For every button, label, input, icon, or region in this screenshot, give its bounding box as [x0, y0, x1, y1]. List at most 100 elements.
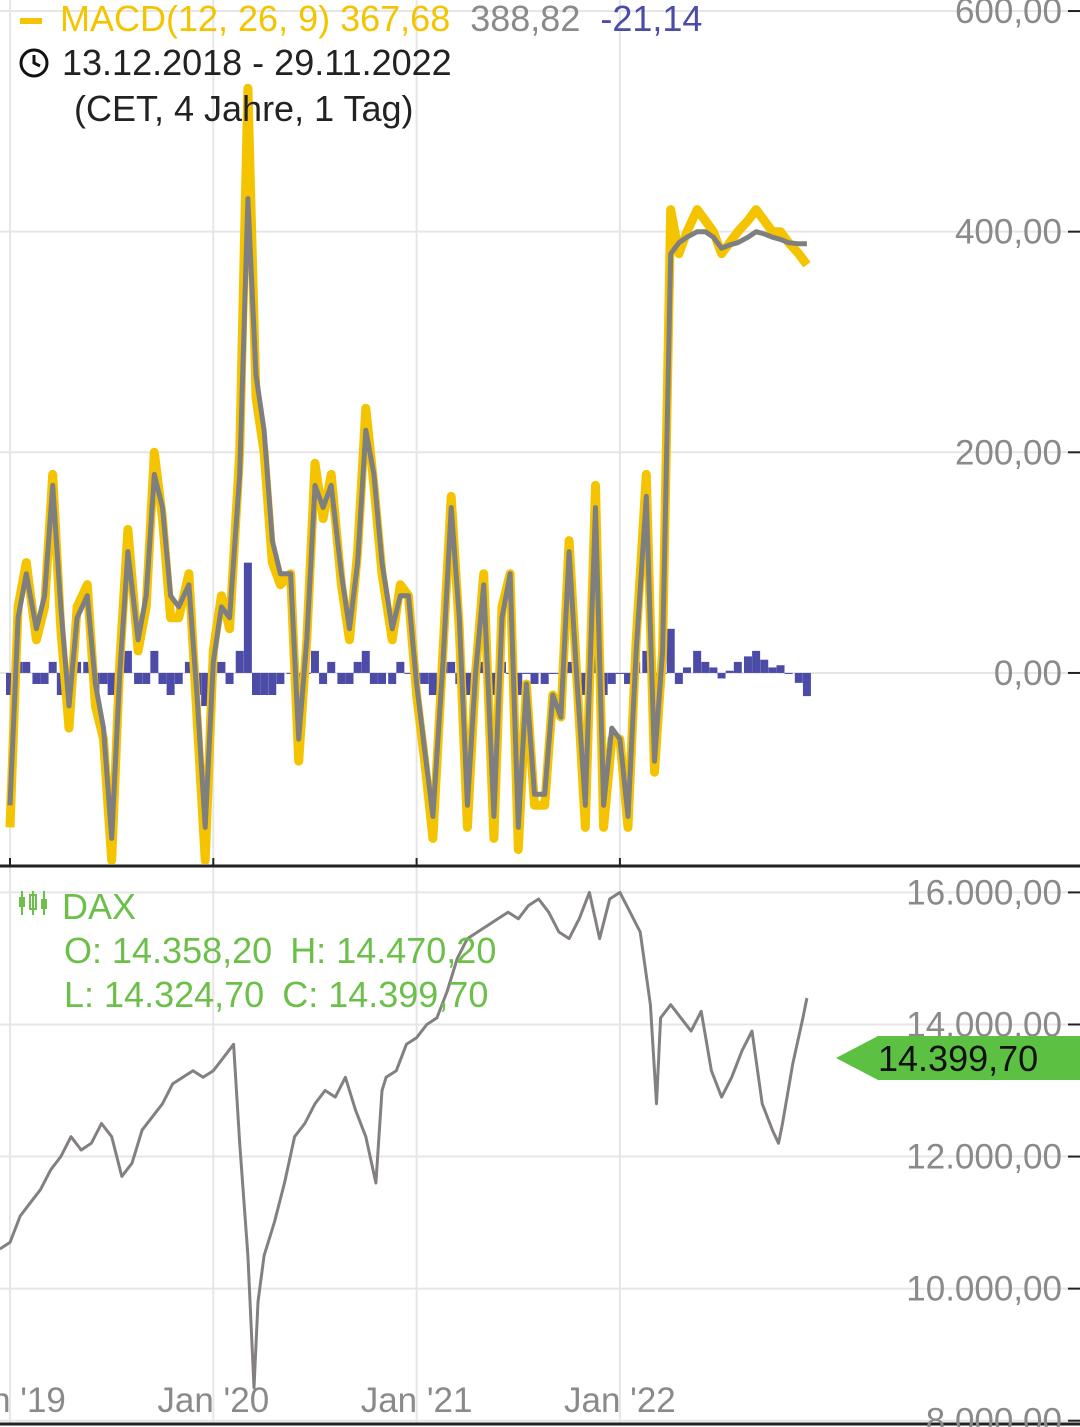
macd-value: 367,68	[340, 0, 451, 39]
dax-legend[interactable]: DAX	[16, 886, 136, 928]
macd-histogram-bar	[40, 672, 49, 684]
dax-close: C: 14.399,70	[282, 974, 489, 1015]
clock-icon	[19, 48, 49, 78]
candlestick-icon	[19, 891, 47, 915]
last-price-tag[interactable]: 14.399,70	[836, 1036, 1080, 1080]
macd-legend[interactable]: MACD(12, 26, 9) 367,68 388,82 -21,14	[20, 0, 702, 40]
macd-histogram-bar	[327, 661, 336, 673]
macd-histogram-bar	[489, 672, 498, 696]
macd-histogram-bar	[166, 672, 175, 696]
macd-histogram-bar	[420, 672, 429, 684]
macd-histogram-bar	[709, 667, 718, 673]
macd-histogram-bar	[776, 665, 785, 673]
signal-value: 388,82	[470, 0, 581, 39]
macd-histogram-bar	[48, 661, 57, 673]
macd-histogram-bar	[752, 650, 761, 673]
dax-y-tick-label: 16.000,00	[906, 873, 1062, 912]
macd-histogram-bar	[217, 661, 226, 673]
dax-ohlc-row-2: L: 14.324,70 C: 14.399,70	[64, 974, 488, 1016]
macd-histogram-bar	[693, 650, 702, 673]
macd-histogram-bar	[142, 672, 151, 684]
macd-histogram-bar	[276, 672, 285, 684]
dax-open: O: 14.358,20	[64, 930, 273, 971]
macd-histogram-bar	[251, 672, 260, 696]
macd-histogram-bar	[794, 672, 803, 683]
macd-histogram-bar	[201, 672, 210, 707]
macd-histogram-bar	[235, 650, 244, 673]
macd-histogram-bar	[447, 661, 456, 673]
macd-histogram-bar	[607, 672, 616, 684]
macd-histogram-bar	[134, 672, 143, 684]
macd-histogram-bar	[428, 672, 437, 696]
macd-histogram-bar	[174, 672, 183, 684]
dax-y-tick-label: 12.000,00	[906, 1138, 1062, 1177]
macd-lines	[5, 83, 811, 864]
macd-histogram-bar	[802, 672, 811, 697]
macd-histogram-bar	[548, 672, 557, 674]
macd-histogram-bar	[225, 672, 234, 684]
macd-histogram-bar	[682, 667, 691, 673]
macd-histogram-bar	[99, 672, 108, 684]
last-price-tag-shape	[836, 1036, 1080, 1080]
dax-y-axis: 8.000,0010.000,0012.000,0014.000,0016.00…	[906, 873, 1080, 1427]
macd-line	[5, 83, 811, 864]
macd-y-tick-label: 400,00	[955, 213, 1062, 252]
macd-histogram-bar	[158, 672, 167, 684]
x-tick-label: Jan '21	[361, 1381, 473, 1420]
macd-histogram-bar	[768, 667, 777, 673]
macd-histogram-bar	[514, 672, 523, 696]
dax-ohlc-row-1: O: 14.358,20 H: 14.470,20	[64, 930, 496, 972]
macd-histogram-bar	[701, 661, 710, 673]
macd-histogram-bar	[319, 672, 328, 684]
macd-histogram-bar	[530, 672, 539, 684]
dax-high: H: 14.470,20	[290, 930, 497, 971]
macd-histogram-bar	[184, 661, 193, 673]
dax-gridlines	[0, 866, 1068, 1424]
macd-label: MACD(12, 26, 9)	[60, 0, 331, 39]
macd-histogram-bar	[522, 672, 531, 674]
signal-line	[7, 196, 807, 841]
macd-histogram-bar	[123, 650, 132, 673]
macd-histogram-bar	[717, 672, 726, 679]
macd-y-tick-label: 200,00	[955, 433, 1062, 472]
macd-histogram-bar	[369, 672, 378, 684]
last-price-value: 14.399,70	[878, 1038, 1038, 1079]
macd-histogram-bar	[396, 661, 405, 673]
macd-histogram-bar	[243, 562, 252, 673]
macd-histogram-bar	[642, 650, 651, 673]
macd-histogram-bar	[345, 672, 354, 684]
macd-histogram-bar	[725, 670, 734, 673]
macd-y-axis: 0,00 200,00 400,00 600,00	[955, 0, 1080, 693]
macd-histogram-bar	[32, 672, 41, 684]
macd-histogram-bar	[337, 672, 346, 684]
dax-name: DAX	[62, 886, 137, 927]
macd-histogram-bar	[784, 672, 793, 674]
macd-histogram-bar	[107, 672, 116, 696]
macd-histogram-bar	[6, 672, 14, 696]
macd-histogram-bar	[83, 661, 92, 673]
macd-histogram-bar	[388, 672, 397, 684]
macd-swatch-icon	[20, 18, 42, 25]
dax-y-tick-label: 10.000,00	[906, 1270, 1062, 1309]
dax-y-tick-label: 8.000,00	[926, 1402, 1062, 1427]
macd-histogram-bar	[353, 661, 362, 673]
macd-histogram-bar	[624, 672, 633, 684]
macd-histogram-bar	[260, 672, 269, 696]
macd-histogram-bar	[378, 672, 387, 684]
macd-histogram-bar	[22, 661, 31, 673]
macd-histogram-bar	[565, 661, 574, 673]
x-tick-label: Jan '22	[564, 1381, 676, 1420]
histogram-value: -21,14	[600, 0, 703, 39]
macd-histogram-bar	[666, 628, 675, 673]
macd-histogram-bar	[404, 672, 413, 674]
macd-histogram-bar	[674, 672, 683, 684]
x-tick-label: Jan '19	[0, 1381, 66, 1420]
macd-histogram-bar	[743, 656, 752, 673]
timeframe: (CET, 4 Jahre, 1 Tag)	[74, 88, 414, 129]
macd-histogram-bar	[150, 650, 159, 673]
dax-price-line	[0, 890, 809, 1390]
date-range-row: 13.12.2018 - 29.11.2022	[18, 42, 452, 84]
dax-low: L: 14.324,70	[64, 974, 265, 1015]
macd-histogram-bar	[463, 672, 472, 696]
